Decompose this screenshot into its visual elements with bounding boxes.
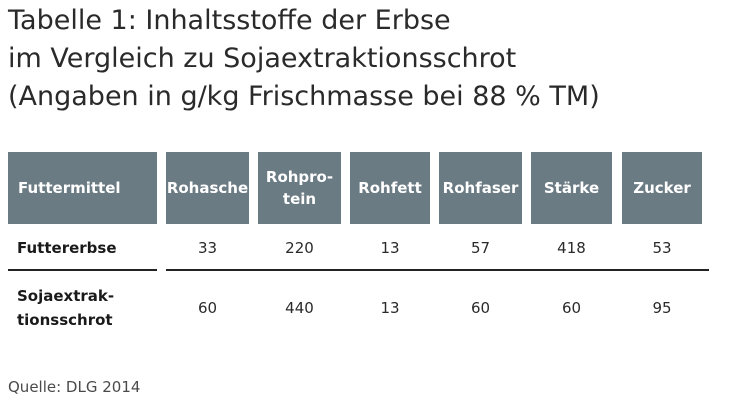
header-rohfaser-label: Rohfaser xyxy=(442,179,519,197)
row-label-futtererbse-text: Futtererbse xyxy=(17,239,117,257)
header-rohfett: Rohfett xyxy=(350,152,430,224)
row-label-soja-line-1: Sojaextrak- xyxy=(17,287,115,305)
table-cell: 220 xyxy=(285,239,314,257)
header-rohprotein-label-2: tein xyxy=(282,190,317,208)
table-cell: 53 xyxy=(652,239,672,257)
header-zucker: Zucker xyxy=(622,152,702,224)
row-label-soja-line-2: tionsschrot xyxy=(17,311,113,329)
row-label-futtererbse: Futtererbse xyxy=(17,236,117,260)
header-rohfett-label: Rohfett xyxy=(358,179,422,197)
table-cell: 13 xyxy=(380,299,400,317)
header-rohfaser: Rohfaser xyxy=(439,152,522,224)
row-label-sojaextraktionsschrot: Sojaextrak- tionsschrot xyxy=(17,284,114,332)
header-rohasche: Rohasche xyxy=(166,152,249,224)
header-futtermittel-label: Futtermittel xyxy=(18,179,121,197)
header-rohprotein-label-1: Rohpro- xyxy=(265,168,334,186)
table-cell: 60 xyxy=(561,299,582,317)
table-cell: 60 xyxy=(197,299,218,317)
header-rohprotein: Rohpro- tein xyxy=(258,152,341,224)
header-staerke-label: Stärke xyxy=(543,179,600,197)
table-cell: 418 xyxy=(557,239,586,257)
title-line-1: Tabelle 1: Inhaltsstoffe der Erbse xyxy=(8,5,451,36)
table-cell: 95 xyxy=(652,299,672,317)
table-cell: 440 xyxy=(285,299,314,317)
table-title: Tabelle 1: Inhaltsstoffe der Erbse im Ve… xyxy=(8,2,728,116)
row-divider-label xyxy=(8,269,157,271)
title-line-3: (Angaben in g/kg Frischmasse bei 88 % TM… xyxy=(8,81,600,112)
source-note: Quelle: DLG 2014 xyxy=(8,378,141,396)
header-zucker-label: Zucker xyxy=(633,179,691,197)
header-futtermittel: Futtermittel xyxy=(8,152,157,224)
table-cell: 33 xyxy=(197,239,218,257)
header-staerke: Stärke xyxy=(531,152,612,224)
header-rohasche-label: Rohasche xyxy=(166,179,249,197)
table-cell: 60 xyxy=(470,299,491,317)
row-divider-values xyxy=(166,269,709,271)
table-cell: 13 xyxy=(380,239,400,257)
title-line-2: im Vergleich zu Sojaextraktionsschrot xyxy=(8,43,517,74)
table-cell: 57 xyxy=(470,239,491,257)
